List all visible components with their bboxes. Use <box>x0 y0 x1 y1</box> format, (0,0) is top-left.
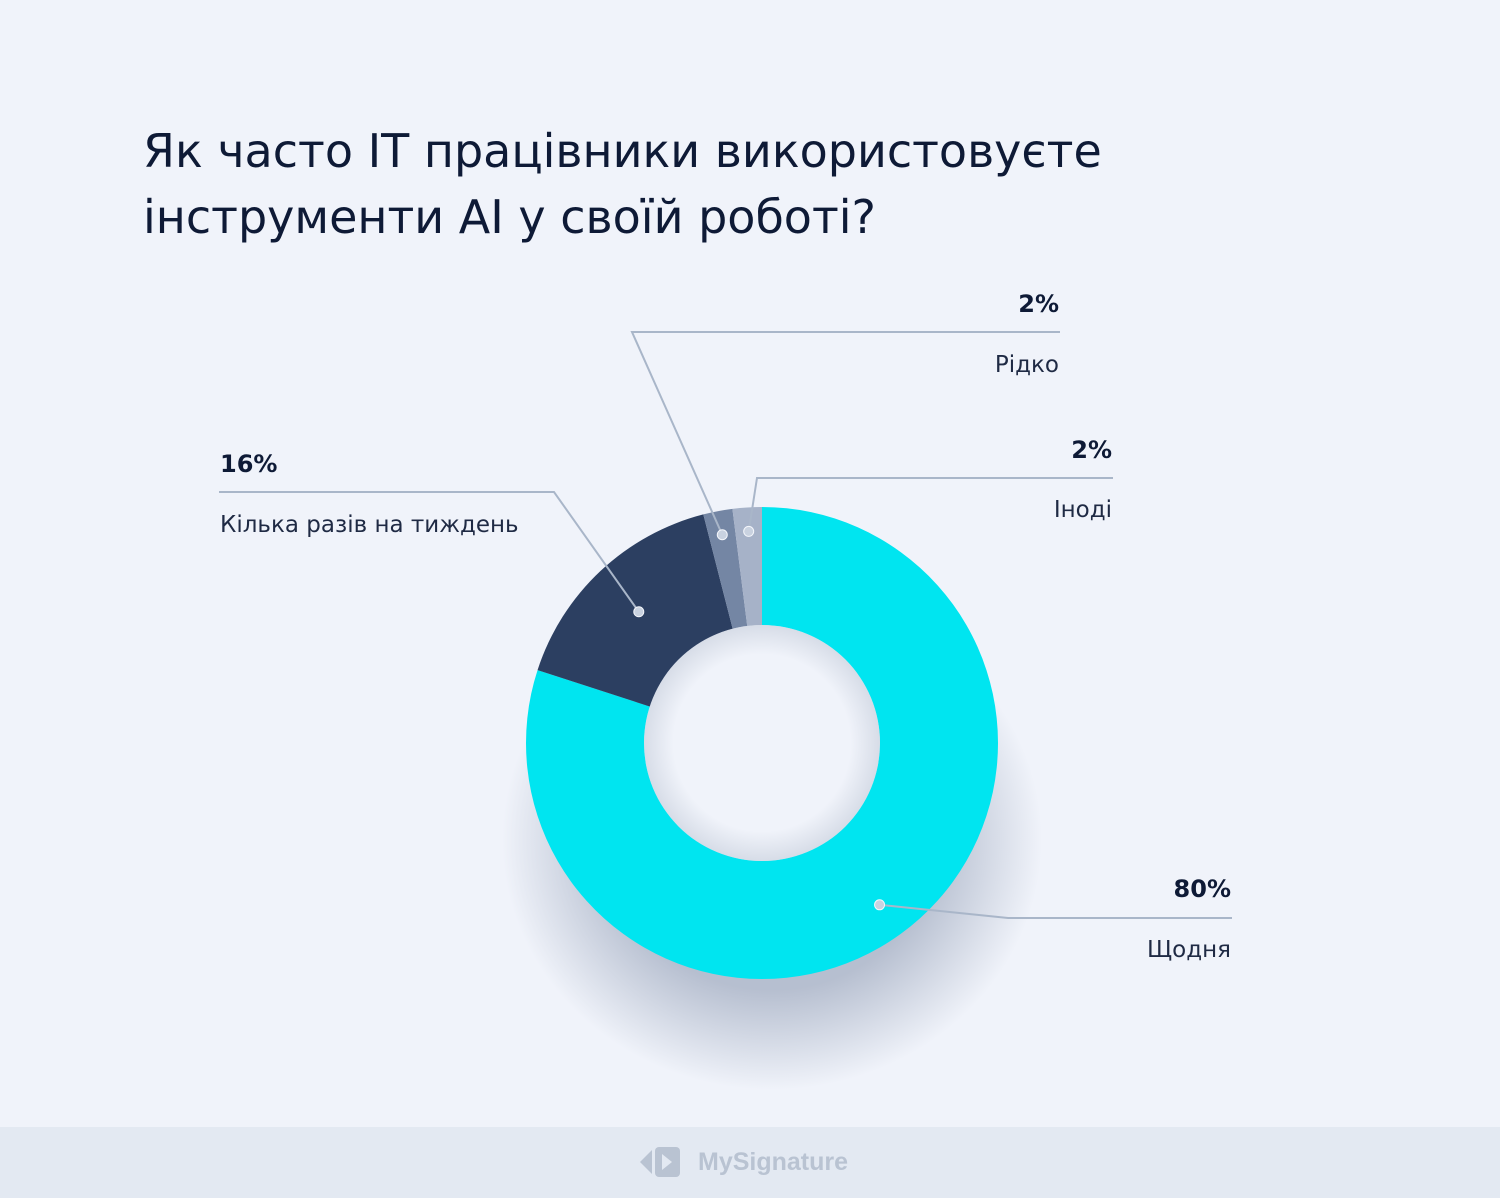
category-label-rarely: Рідко <box>995 352 1059 378</box>
chart-title-line-2: інструменти AI у своїй роботі? <box>143 190 876 244</box>
brand-name: MySignature <box>698 1147 849 1176</box>
chart-title: Як часто IT працівники використовуєте ін… <box>143 118 1243 250</box>
slice-labels: 80% Щодня 16% Кілька разів на тиждень 2% Рідк… <box>220 290 1231 963</box>
leader-line-weekly <box>219 491 640 613</box>
value-label-daily: 80% <box>1174 875 1231 903</box>
leader-dot-rarely <box>716 529 728 541</box>
footer-bar <box>0 1127 1500 1198</box>
mysignature-logo-icon <box>640 1147 680 1177</box>
category-label-sometimes: Іноді <box>1054 497 1112 523</box>
category-label-daily: Щодня <box>1147 937 1231 963</box>
leader-line-sometimes <box>747 477 1113 532</box>
value-label-weekly: 16% <box>220 450 277 478</box>
value-label-rarely: 2% <box>1018 290 1059 318</box>
leader-line-daily <box>879 903 1232 919</box>
leader-dot-daily <box>874 899 886 911</box>
leader-dot-sometimes <box>743 525 755 537</box>
category-label-weekly: Кілька разів на тиждень <box>220 512 519 538</box>
chart-title-line-1: Як часто IT працівники використовуєте <box>143 124 1102 178</box>
leader-lines <box>219 331 1232 919</box>
value-label-sometimes: 2% <box>1071 436 1112 464</box>
donut-hole-shadow <box>644 625 880 861</box>
donut-chart: 80% Щодня 16% Кілька разів на тиждень 2% Рідк… <box>219 290 1232 1090</box>
leader-dot-weekly <box>633 606 645 618</box>
leader-line-rarely <box>630 331 1060 536</box>
brand: MySignature <box>638 1144 848 1180</box>
